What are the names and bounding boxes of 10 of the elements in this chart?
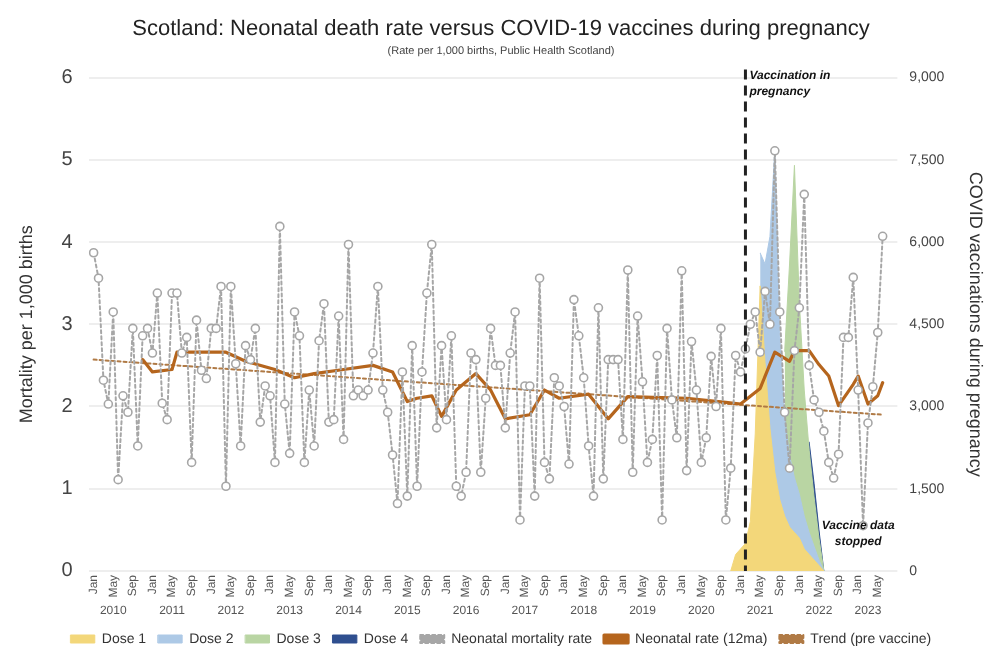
y-tick-label: 1: [61, 478, 74, 501]
y-tick-label: 3: [61, 313, 74, 336]
y-tick-label: 4: [61, 231, 74, 254]
y-tick-label: 5: [61, 149, 74, 172]
y-tick-label: 2: [61, 395, 74, 418]
y-tick-label: 6: [61, 67, 74, 90]
y2-axis-title: COVID vaccinations during pregnancy: [966, 171, 987, 478]
y-axis-title: Mortality per 1,000 births: [15, 224, 36, 424]
chart-title: Scotland: Neonatal death rate versus COVID-19 vaccines during pregnancy: [132, 17, 871, 42]
y-tick-label: 0: [61, 560, 74, 583]
